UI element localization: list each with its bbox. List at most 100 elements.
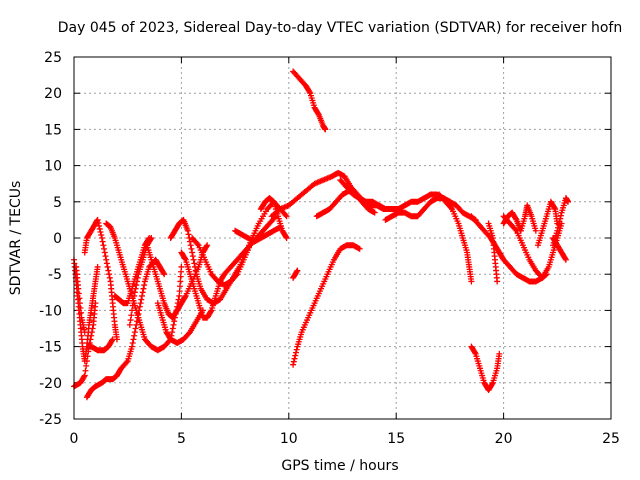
data-point-marker [557, 212, 564, 219]
data-point-marker [105, 267, 112, 274]
data-point-marker [489, 381, 496, 388]
data-point-marker [282, 212, 289, 219]
series-track-34 [550, 235, 569, 263]
data-point-marker [189, 249, 196, 256]
series-track-02 [73, 263, 88, 336]
data-point-marker [131, 289, 138, 296]
data-point-marker [99, 238, 106, 245]
data-point-marker [104, 263, 111, 270]
data-point-marker [130, 336, 137, 343]
data-point-marker [83, 358, 90, 365]
data-point-marker [293, 346, 300, 353]
data-point-marker [147, 236, 154, 243]
data-point-marker [134, 274, 141, 281]
series-track-13 [189, 235, 254, 289]
data-point-marker [123, 359, 130, 366]
data-point-marker [565, 198, 572, 205]
data-point-marker [161, 271, 168, 278]
data-point-marker [294, 267, 301, 274]
series-track-12 [178, 213, 279, 321]
series-track-19 [290, 267, 301, 281]
data-point-marker [191, 260, 198, 267]
data-point-marker [139, 292, 146, 299]
data-point-marker [175, 296, 182, 303]
plot-frame [73, 56, 612, 420]
data-point-marker [557, 215, 564, 222]
data-point-marker [101, 249, 108, 256]
y-tick-label: 20 [44, 86, 62, 102]
data-point-marker [128, 343, 135, 350]
data-point-marker [178, 263, 185, 270]
data-point-marker [562, 256, 569, 263]
data-point-marker [92, 300, 99, 307]
data-point-marker [192, 263, 199, 270]
data-point-marker [562, 255, 569, 262]
x-axis-title: GPS time / hours [281, 458, 398, 474]
series-track-06 [81, 216, 120, 343]
data-point-marker [132, 325, 139, 332]
data-point-marker [292, 352, 299, 359]
data-point-marker [356, 245, 363, 252]
data-point-marker [88, 329, 95, 336]
data-point-marker [140, 285, 147, 292]
y-tick-label: 0 [53, 231, 62, 247]
data-point-marker [129, 302, 136, 309]
data-point-marker [207, 308, 214, 315]
data-point-marker [290, 358, 297, 365]
data-point-marker [306, 88, 313, 95]
data-point-marker [83, 362, 90, 369]
x-tick-label: 25 [602, 431, 620, 447]
data-point-marker [84, 353, 91, 360]
data-point-marker [194, 241, 201, 248]
data-point-marker [371, 209, 378, 216]
data-point-marker [494, 278, 501, 285]
y-tick-label: -25 [39, 412, 62, 428]
data-point-marker [100, 242, 107, 249]
data-point-marker [291, 355, 298, 362]
data-point-marker [129, 339, 136, 346]
series-track-18 [290, 242, 363, 368]
data-point-marker [103, 256, 110, 263]
data-point-marker [532, 227, 539, 234]
data-point-marker [98, 231, 105, 238]
data-point-marker [315, 110, 322, 117]
series-track-16 [257, 195, 290, 241]
data-point-marker [322, 126, 329, 133]
chart-title: Day 045 of 2023, Sidereal Day-to-day VTE… [58, 20, 622, 36]
data-point-marker [138, 296, 145, 303]
series-track-26 [468, 213, 503, 256]
data-point-marker [554, 227, 561, 234]
data-point-marker [290, 361, 297, 368]
y-tick-label: -15 [39, 340, 62, 356]
series-track-31 [517, 202, 539, 234]
data-series [71, 68, 572, 401]
data-point-marker [139, 289, 146, 296]
series-track-30 [500, 209, 524, 234]
data-point-marker [512, 215, 519, 222]
x-tick-label: 0 [70, 431, 79, 447]
data-point-marker [134, 278, 141, 285]
data-point-marker [189, 253, 196, 260]
data-point-marker [468, 278, 475, 285]
series-track-05 [83, 336, 116, 354]
data-point-marker [81, 373, 88, 380]
data-point-marker [169, 325, 176, 332]
data-point-marker [81, 329, 88, 336]
data-point-marker [136, 303, 143, 310]
data-point-marker [447, 204, 454, 211]
data-point-marker [95, 219, 102, 226]
data-point-marker [292, 349, 299, 356]
data-point-marker [282, 233, 289, 240]
data-point-marker [233, 272, 240, 279]
data-point-marker [247, 242, 254, 249]
y-tick-label: 10 [44, 159, 62, 175]
series-track-25 [468, 343, 503, 394]
data-point-marker [496, 350, 503, 357]
data-point-marker [132, 285, 139, 292]
data-point-marker [555, 224, 562, 231]
data-point-marker [98, 235, 105, 241]
data-point-marker [293, 268, 300, 275]
data-point-marker [471, 349, 478, 356]
data-point-marker [171, 318, 178, 325]
data-point-marker [190, 256, 197, 263]
